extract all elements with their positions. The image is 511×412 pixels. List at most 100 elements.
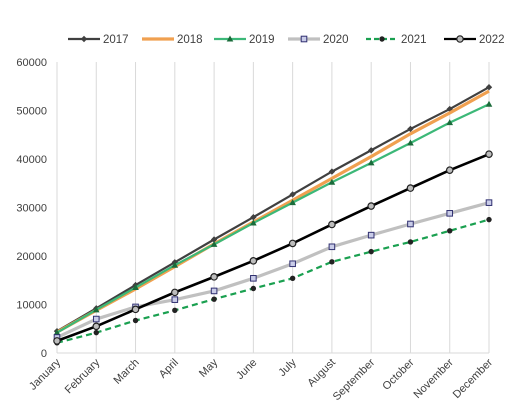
axes: 0 10000 20000 30000 40000 50000 60000 January Fe… (16, 57, 495, 403)
data-point (407, 125, 414, 133)
y-tick-label: 20000 (16, 251, 47, 263)
data-point (93, 329, 99, 336)
data-point (300, 35, 308, 43)
data-point (92, 315, 100, 323)
x-tick-label: August (305, 357, 338, 390)
data-point (171, 261, 179, 268)
data-point (329, 259, 335, 265)
series-line-2020 (56, 201, 490, 339)
y-tick-label: 10000 (16, 300, 47, 312)
legend-label-2021: 2021 (401, 34, 427, 46)
data-point (367, 159, 375, 166)
legend-label-2022: 2022 (479, 34, 505, 46)
data-point (131, 305, 140, 314)
legend-label-2020: 2020 (323, 34, 349, 46)
series-2018 (56, 89, 490, 334)
data-point (289, 199, 296, 206)
data-point (328, 178, 336, 185)
legend-item-2019: 2019 (214, 34, 275, 46)
data-point (210, 273, 218, 281)
data-point (171, 296, 179, 303)
x-tick-label: November (411, 356, 456, 401)
x-tick-label: June (234, 357, 259, 382)
data-point (289, 260, 296, 268)
data-point (289, 275, 296, 282)
x-tick-label: July (276, 356, 299, 379)
data-point (328, 243, 336, 251)
data-point (406, 184, 415, 192)
data-point (407, 239, 414, 245)
legend-item-2017: 2017 (68, 34, 129, 46)
data-point (132, 284, 139, 291)
series-line-2022 (56, 152, 490, 343)
data-point (485, 199, 493, 206)
data-point (250, 219, 257, 226)
data-point (446, 105, 453, 113)
legend-label-2018: 2018 (177, 34, 203, 46)
data-point (171, 288, 179, 297)
series-line-2019 (56, 103, 490, 334)
data-point (250, 285, 257, 292)
data-point (485, 150, 493, 158)
data-point (367, 202, 375, 210)
x-tick-label: October (380, 356, 416, 392)
data-point (368, 248, 374, 255)
data-point (132, 317, 139, 324)
data-point (80, 35, 88, 43)
series-2022 (53, 150, 493, 345)
y-tick-label: 60000 (16, 57, 47, 69)
data-point (288, 239, 297, 248)
data-point (446, 210, 454, 217)
series-group (53, 84, 493, 346)
x-tick-label: March (112, 357, 142, 387)
data-point (446, 119, 454, 126)
data-point (211, 296, 217, 302)
data-point (485, 100, 493, 107)
y-tick-label: 30000 (16, 203, 47, 215)
legend-item-2022: 2022 (444, 34, 505, 46)
y-tick-label: 0 (41, 348, 47, 360)
data-point (210, 240, 218, 247)
x-tick-label: September (331, 356, 378, 403)
data-point (250, 214, 257, 221)
data-point (250, 275, 257, 282)
x-tick-label: December (451, 356, 496, 401)
legend-item-2018: 2018 (142, 34, 203, 46)
series-line-2017 (56, 86, 490, 333)
data-point (367, 231, 375, 239)
data-point (407, 139, 414, 146)
data-point (53, 337, 61, 345)
legend: 2017 2018 2019 2020 2021 2022 (68, 34, 505, 46)
data-point (249, 257, 258, 265)
data-point (485, 84, 493, 91)
legend-item-2020: 2020 (288, 34, 349, 46)
data-point (456, 35, 464, 43)
data-point (53, 329, 61, 336)
x-tick-label: April (157, 357, 181, 381)
series-line-2018 (56, 89, 490, 334)
x-tick-label: May (197, 356, 221, 380)
x-tick-label: February (63, 356, 103, 396)
data-point (226, 35, 234, 42)
series-2021 (54, 216, 492, 346)
series-2019 (53, 100, 493, 336)
grid (56, 62, 490, 353)
data-point (92, 306, 100, 313)
data-point (210, 236, 218, 243)
data-point (289, 191, 296, 198)
y-tick-label: 40000 (16, 154, 47, 166)
legend-item-2021: 2021 (366, 34, 427, 46)
data-point (92, 322, 101, 331)
data-point (486, 216, 492, 223)
x-tick-label: January (27, 356, 64, 393)
data-point (447, 228, 453, 234)
y-tick-label: 50000 (16, 106, 47, 118)
data-point (379, 36, 385, 42)
data-point (210, 287, 218, 295)
data-point (367, 147, 375, 154)
data-point (407, 220, 414, 228)
data-point (172, 307, 178, 314)
data-point (328, 168, 336, 175)
